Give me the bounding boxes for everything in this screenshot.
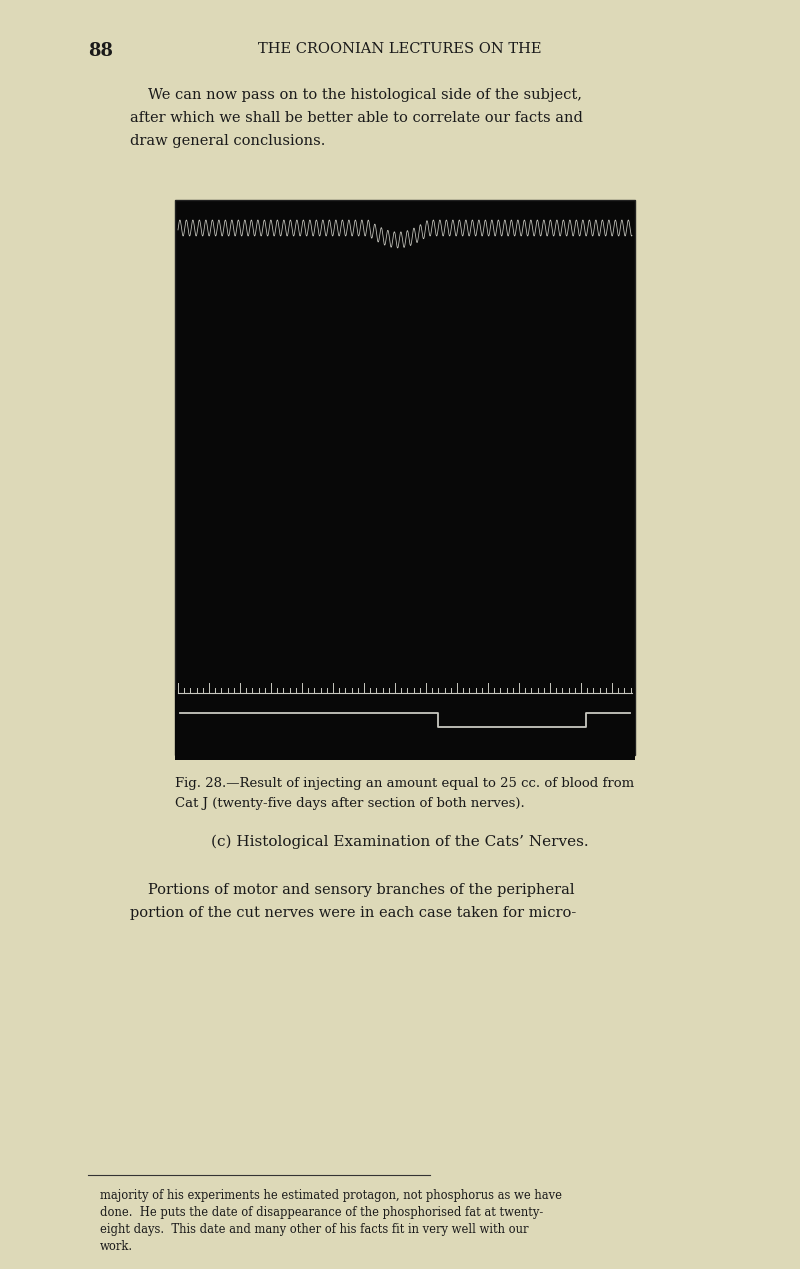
- Text: We can now pass on to the histological side of the subject,: We can now pass on to the histological s…: [148, 88, 582, 102]
- Bar: [175, 690, 635, 745]
- Text: eight days.  This date and many other of his facts fit in very well with our: eight days. This date and many other of …: [100, 1223, 529, 1236]
- Bar: [175, 740, 635, 760]
- Bar: [175, 201, 635, 755]
- Text: Cat J (twenty-five days after section of both nerves).: Cat J (twenty-five days after section of…: [175, 797, 525, 810]
- Text: portion of the cut nerves were in each case taken for micro-: portion of the cut nerves were in each c…: [130, 906, 576, 920]
- Text: Fig. 28.—Result of injecting an amount equal to 25 cc. of blood from: Fig. 28.—Result of injecting an amount e…: [175, 777, 634, 791]
- Text: majority of his experiments he estimated protagon, not phosphorus as we have: majority of his experiments he estimated…: [100, 1189, 562, 1202]
- Text: THE CROONIAN LECTURES ON THE: THE CROONIAN LECTURES ON THE: [258, 42, 542, 56]
- Text: work.: work.: [100, 1240, 133, 1253]
- Text: done.  He puts the date of disappearance of the phosphorised fat at twenty-: done. He puts the date of disappearance …: [100, 1206, 543, 1220]
- Text: Portions of motor and sensory branches of the peripheral: Portions of motor and sensory branches o…: [148, 883, 574, 897]
- Text: (c) Histological Examination of the Cats’ Nerves.: (c) Histological Examination of the Cats…: [211, 835, 589, 849]
- Text: after which we shall be better able to correlate our facts and: after which we shall be better able to c…: [130, 110, 583, 126]
- Text: 88: 88: [88, 42, 113, 60]
- Text: draw general conclusions.: draw general conclusions.: [130, 135, 326, 148]
